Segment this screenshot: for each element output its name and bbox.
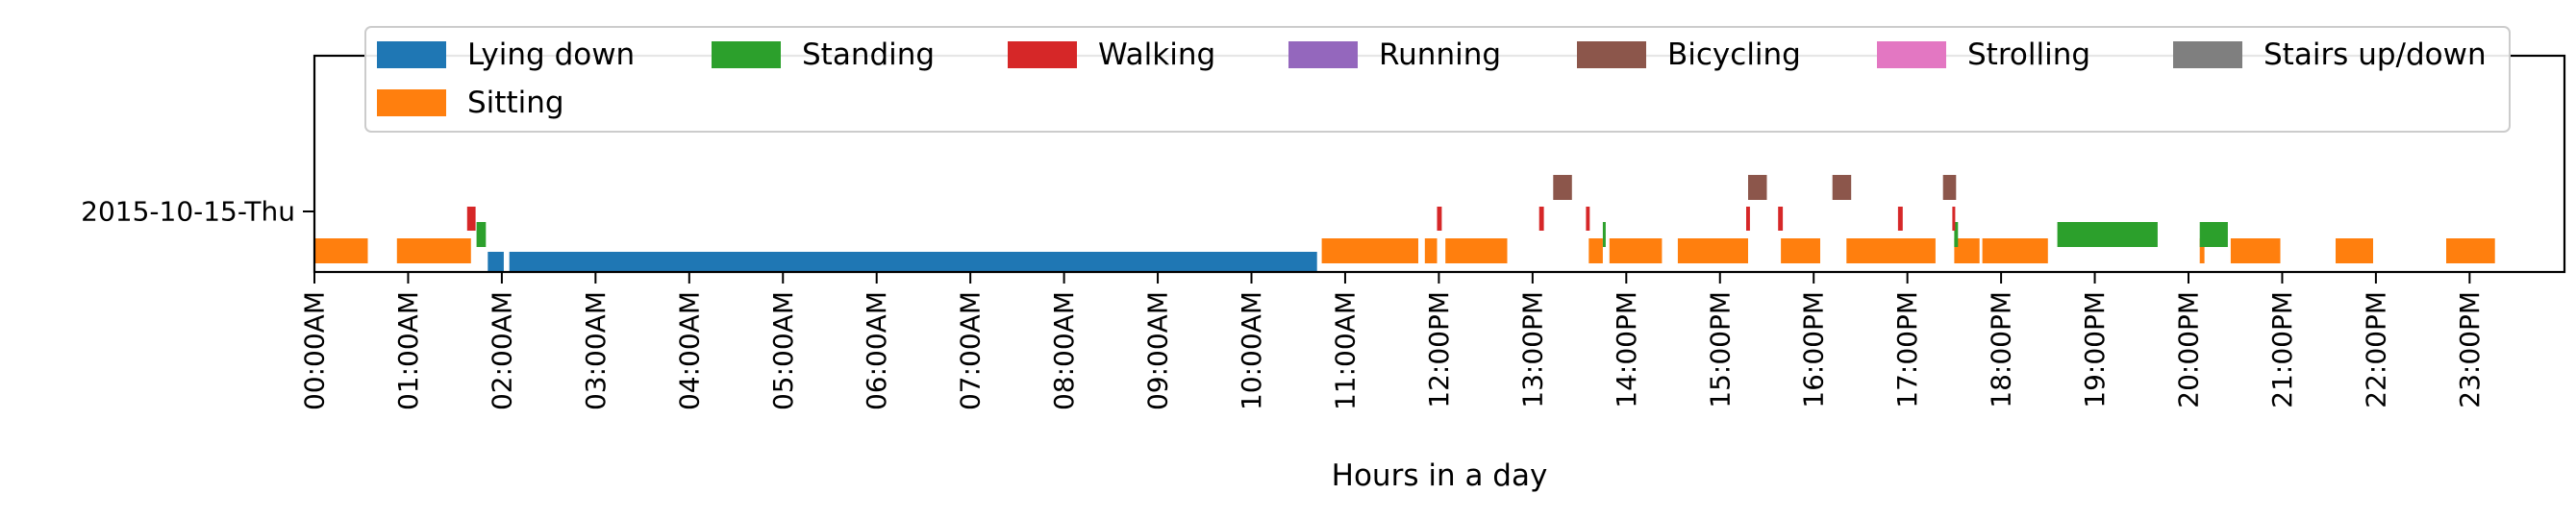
legend-swatch-stairs-up-down [2173,41,2242,68]
legend: Lying down Standing Walking Running Bicyclin… [364,26,2511,133]
bar-sitting-4 [1445,238,1508,263]
legend-swatch-standing [712,41,781,68]
bar-walking-2 [1538,207,1544,231]
bar-sitting-0 [314,238,368,263]
legend-label-lying-down: Lying down [467,37,635,72]
x-tick-label: 18:00PM [1986,291,2017,408]
bar-sitting-10 [1954,238,1980,263]
y-axis-ticks: 2015-10-15-Thu [81,196,314,228]
bar-bicycling-2 [1832,175,1852,200]
x-tick-label: 15:00PM [1704,291,1736,408]
bar-bicycling-3 [1942,175,1957,200]
bar-bicycling-0 [1553,175,1572,200]
x-tick-label: 02:00AM [486,291,517,410]
bar-walking-3 [1586,207,1590,231]
bar-sitting-15 [2446,238,2495,263]
x-tick-label: 23:00PM [2454,291,2486,408]
x-tick-label: 20:00PM [2173,291,2205,408]
bar-bicycling-1 [1748,175,1767,200]
legend-swatch-strolling [1877,41,1946,68]
bar-sitting-5 [1588,238,1603,263]
x-axis-ticks: 00:00AM 01:00AM 02:00AM 03:00AM 04:00AM 05:00… [299,272,2486,410]
legend-swatch-walking [1008,41,1077,68]
x-tick-label: 01:00AM [392,291,424,410]
x-tick-label: 04:00AM [673,291,705,410]
bar-sitting-3 [1424,238,1438,263]
legend-swatch-sitting [377,89,446,116]
legend-swatch-lying-down [377,41,446,68]
x-tick-label: 19:00PM [2079,291,2111,408]
bar-sitting-12 [2199,238,2205,263]
y-tick-label: 2015-10-15-Thu [81,196,295,228]
bar-sitting-13 [2230,238,2281,263]
bar-walking-0 [466,207,476,231]
x-tick-label: 21:00PM [2266,291,2298,408]
x-axis-label: Hours in a day [1332,458,1548,493]
legend-label-bicycling: Bicycling [1667,37,1801,72]
bar-sitting-9 [1846,238,1936,263]
bar-walking-7 [1952,207,1956,231]
bar-walking-1 [1437,207,1442,231]
x-tick-label: 14:00PM [1611,291,1642,408]
x-tick-label: 10:00AM [1236,291,1267,410]
x-tick-label: 03:00AM [580,291,612,410]
legend-label-walking: Walking [1098,37,1215,72]
x-tick-label: 09:00AM [1142,291,1174,410]
bar-walking-4 [1746,207,1750,231]
x-tick-label: 07:00AM [955,291,987,410]
x-tick-label: 06:00AM [861,291,892,410]
x-tick-label: 08:00AM [1048,291,1080,410]
bar-walking-6 [1897,207,1903,231]
x-tick-label: 17:00PM [1891,291,1923,408]
bar-standing-1 [1602,222,1606,247]
bar-sitting-7 [1677,238,1748,263]
bar-lying-down-1 [509,252,1317,271]
x-tick-label: 12:00PM [1423,291,1455,408]
legend-label-sitting: Sitting [467,86,564,120]
bar-walking-5 [1778,207,1784,231]
bar-standing-0 [476,222,487,247]
bar-sitting-14 [2336,238,2373,263]
x-tick-label: 11:00AM [1329,291,1361,410]
bar-sitting-6 [1609,238,1663,263]
legend-label-running: Running [1379,37,1501,72]
legend-label-strolling: Strolling [1967,37,2090,72]
legend-label-standing: Standing [802,37,935,72]
x-tick-label: 05:00AM [767,291,799,410]
bar-standing-4 [2199,222,2228,247]
bar-standing-3 [2057,222,2158,247]
bar-sitting-8 [1781,238,1820,263]
x-tick-label: 13:00PM [1516,291,1548,408]
bar-lying-down-0 [488,252,504,271]
bar-standing-2 [1954,222,1959,247]
legend-label-stairs-up-down: Stairs up/down [2263,37,2487,72]
legend-swatch-bicycling [1577,41,1646,68]
x-tick-label: 16:00PM [1798,291,1830,408]
legend-swatch-running [1288,41,1358,68]
bar-sitting-2 [1321,238,1418,263]
x-tick-label: 22:00PM [2360,291,2391,408]
legend-frame [364,26,2511,133]
activity-bars [314,175,2495,271]
x-tick-label: 00:00AM [299,291,331,410]
bar-sitting-1 [396,238,471,263]
bar-sitting-11 [1982,238,2048,263]
